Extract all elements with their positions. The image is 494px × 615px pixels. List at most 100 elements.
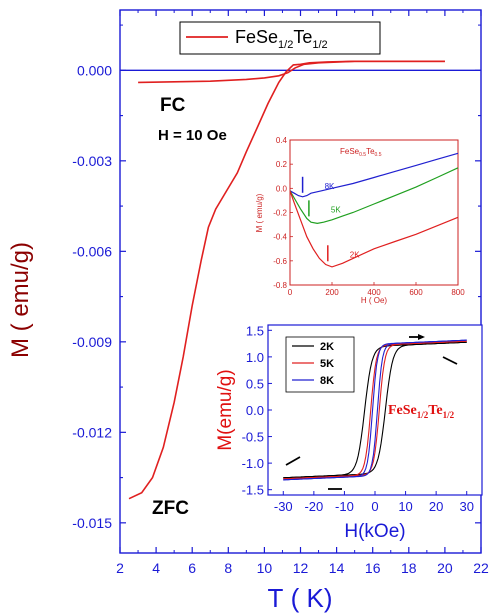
- inset2-y-tick-label: 1.5: [246, 323, 264, 338]
- inset1-title-main: FeSe: [340, 147, 360, 156]
- inset1-series: [289, 152, 459, 268]
- inset-low-field: 0 200 400 600 800 0.4 0.2 0.0 -0.2 -0.4 -0.6 -0.8 8…: [255, 136, 465, 305]
- y-tick-label: -0.009: [72, 334, 112, 350]
- inset1-series-8k: [289, 152, 459, 198]
- main-series: [128, 60, 445, 500]
- inset2-ticks: -30 -20 -10 0 10 20 30 1.5 1.0 0.5 0.0 -0.5 -1.0 -1.5: [242, 323, 474, 514]
- inset2-y-tick-label: 1.0: [246, 350, 264, 365]
- x-tick-label: 12: [293, 560, 309, 576]
- x-tick-label: 2: [116, 560, 124, 576]
- inset1-title-mid: Te: [366, 147, 375, 156]
- legend-label-2k: 2K: [320, 341, 334, 353]
- inset2-label-sub2: 1/2: [443, 410, 455, 420]
- inset1-y-tick-label: 0.0: [276, 184, 288, 193]
- inset2-loop-8k-up: [283, 339, 467, 481]
- inset1-curve-label: 2K: [350, 250, 360, 259]
- sweep-arrow: [442, 356, 458, 365]
- inset1-y-tick-label: -0.8: [273, 281, 287, 290]
- x-tick-label: 18: [401, 560, 417, 576]
- inset1-ticks: 0 200 400 600 800 0.4 0.2 0.0 -0.2 -0.4 -0.6 -0.8: [273, 136, 465, 297]
- y-tick-label: -0.006: [72, 243, 112, 259]
- legend-label-8k: 8K: [320, 375, 334, 387]
- inset1-x-axis-label: H ( Oe): [361, 296, 388, 305]
- main-y-ticks: 0.000-0.003-0.006-0.009-0.012-0.015: [72, 24, 481, 531]
- field-label: H = 10 Oe: [158, 127, 227, 144]
- inset1-curve-label: 5K: [331, 205, 341, 214]
- x-tick-label: 10: [257, 560, 273, 576]
- inset1-curve-label: 8K: [325, 182, 335, 191]
- legend-sub1: 1/2: [278, 39, 293, 51]
- sweep-arrow-head: [418, 334, 425, 340]
- inset1-x-tick-label: 600: [409, 288, 423, 297]
- x-tick-label: 20: [437, 560, 453, 576]
- inset2-x-tick-label: -20: [304, 499, 323, 514]
- inset2-x-tick-label: -30: [274, 499, 293, 514]
- legend-main: FeSe: [235, 27, 278, 47]
- legend-label: FeSe1/2Te1/2: [235, 27, 328, 51]
- inset1-series-5k: [289, 167, 459, 225]
- inset2-y-tick-label: -1.0: [242, 456, 264, 471]
- inset2-x-tick-label: 20: [429, 499, 443, 514]
- inset2-loop-2k-up: [283, 341, 467, 479]
- legend-box: [179, 21, 381, 55]
- inset2-label-main: FeSe: [388, 403, 417, 418]
- fc-label: FC: [160, 95, 186, 116]
- x-tick-label: 16: [365, 560, 381, 576]
- inset2-label-mid: Te: [428, 403, 442, 418]
- main-legend: FeSe1/2Te1/2: [179, 21, 381, 55]
- inset1-y-tick-label: 0.4: [276, 136, 288, 145]
- inset2-y-tick-label: 0.0: [246, 403, 264, 418]
- inset2-x-tick-label: 30: [459, 499, 473, 514]
- main-x-axis-label: T ( K): [268, 583, 333, 613]
- inset1-x-tick-label: 400: [367, 288, 381, 297]
- zfc-label: ZFC: [152, 498, 189, 519]
- y-tick-label: -0.012: [72, 424, 112, 440]
- inset2-sweep-arrows: [285, 334, 458, 490]
- inset1-y-axis-label: M ( emu/g): [255, 193, 264, 232]
- inset2-legend: 2K 5K 8K: [285, 336, 355, 393]
- y-tick-label: -0.015: [72, 515, 112, 531]
- inset2-series: [283, 339, 467, 481]
- y-tick-label: 0.000: [77, 62, 112, 78]
- inset2-y-axis-label: M(emu/g): [215, 369, 236, 450]
- inset1-y-tick-label: -0.6: [273, 257, 287, 266]
- main-y-axis-label: M ( emu/g): [7, 242, 34, 358]
- inset1-x-tick-label: 800: [451, 288, 465, 297]
- inset2-x-tick-label: 10: [398, 499, 412, 514]
- inset1-y-tick-label: -0.4: [273, 233, 287, 242]
- x-tick-label: 22: [473, 560, 489, 576]
- inset2-y-tick-label: -1.5: [242, 483, 264, 498]
- x-tick-label: 6: [188, 560, 196, 576]
- inset1-y-tick-label: -0.2: [273, 209, 287, 218]
- legend-sub2: 1/2: [312, 39, 327, 51]
- inset2-material-label: FeSe1/2Te1/2: [388, 403, 455, 420]
- inset1-y-tick-label: 0.2: [276, 160, 288, 169]
- y-tick-label: -0.003: [72, 153, 112, 169]
- inset-hysteresis: -30 -20 -10 0 10 20 30 1.5 1.0 0.5 0.0 -0.5 -1.0 -1.5…: [215, 323, 483, 542]
- inset2-y-tick-label: 0.5: [246, 376, 264, 391]
- inset1-arrows: 8K 5K 2K: [301, 176, 360, 262]
- inset2-label-sub1: 1/2: [417, 410, 429, 420]
- inset2-y-tick-label: -0.5: [242, 430, 264, 445]
- inset2-x-axis-label: H(kOe): [344, 521, 405, 542]
- inset1-title-sub1: 0.5: [359, 152, 366, 158]
- inset1-x-tick-label: 0: [288, 288, 293, 297]
- inset1-frame: [289, 139, 459, 286]
- main-x-ticks: 2 4 6 8 10 12 14 16 18 20 22: [116, 10, 489, 576]
- inset1-title: FeSe0.5Te0.5: [340, 147, 382, 158]
- inset1-series-2k: [289, 190, 459, 268]
- inset2-x-tick-label: 0: [371, 499, 378, 514]
- sweep-arrow: [285, 456, 301, 466]
- main-chart: 2 4 6 8 10 12 14 16 18 20 22 0.000-0.003-0.006-0.0…: [7, 9, 489, 613]
- x-tick-label: 4: [152, 560, 160, 576]
- inset2-x-tick-label: -10: [335, 499, 354, 514]
- x-tick-label: 8: [224, 560, 232, 576]
- series-fc: [138, 60, 445, 84]
- legend-label-5k: 5K: [320, 358, 334, 370]
- inset1-title-sub2: 0.5: [375, 152, 382, 158]
- x-tick-label: 14: [329, 560, 345, 576]
- inset2-loop-5k-up: [283, 340, 467, 480]
- inset1-x-tick-label: 200: [325, 288, 339, 297]
- legend-mid: Te: [293, 27, 312, 47]
